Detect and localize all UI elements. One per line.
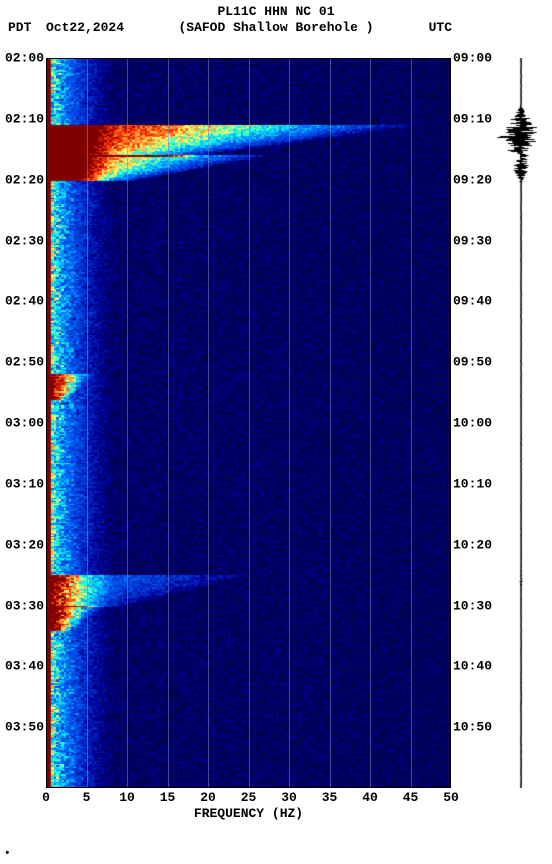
y-tick-right: 09:30 [451,233,492,248]
y-tick-left: 03:00 [5,416,46,431]
x-tick: 35 [322,788,338,805]
y-tick-left: 03:10 [5,476,46,491]
y-tick-left: 02:20 [5,172,46,187]
y-tick-right: 09:40 [451,294,492,309]
y-tick-left: 02:30 [5,233,46,248]
y-tick-right: 10:00 [451,416,492,431]
page: PL11C HHN NC 01 (SAFOD Shallow Borehole … [0,0,552,864]
tz-left-label: PDT [8,20,31,35]
y-tick-right: 10:50 [451,720,492,735]
y-tick-left: 03:30 [5,598,46,613]
footer-mark: • [4,848,11,860]
waveform-canvas [493,58,549,788]
chart-title: PL11C HHN NC 01 [0,4,552,19]
x-tick: 25 [241,788,257,805]
y-tick-left: 03:20 [5,537,46,552]
x-tick: 30 [281,788,297,805]
y-tick-left: 02:00 [5,51,46,66]
y-tick-left: 03:50 [5,720,46,735]
spectrogram-canvas [46,58,451,788]
y-tick-right: 09:00 [451,51,492,66]
y-tick-left: 02:50 [5,355,46,370]
x-tick: 50 [443,788,459,805]
y-tick-right: 10:20 [451,537,492,552]
y-tick-right: 10:40 [451,659,492,674]
y-tick-left: 02:40 [5,294,46,309]
waveform-panel [493,58,549,788]
y-tick-left: 02:10 [5,111,46,126]
y-tick-right: 10:10 [451,476,492,491]
x-axis-label: FREQUENCY (HZ) [46,806,451,821]
x-tick: 45 [403,788,419,805]
date-label: Oct22,2024 [46,20,124,35]
y-tick-right: 09:50 [451,355,492,370]
y-tick-right: 09:10 [451,111,492,126]
x-tick: 5 [83,788,91,805]
x-tick: 40 [362,788,378,805]
y-tick-left: 03:40 [5,659,46,674]
x-tick: 10 [119,788,135,805]
x-tick: 15 [160,788,176,805]
x-tick: 0 [42,788,50,805]
x-tick: 20 [200,788,216,805]
tz-right-label: UTC [429,20,452,35]
y-tick-right: 09:20 [451,172,492,187]
y-tick-right: 10:30 [451,598,492,613]
spectrogram-plot: FREQUENCY (HZ) 0510152025303540455002:00… [46,58,451,788]
